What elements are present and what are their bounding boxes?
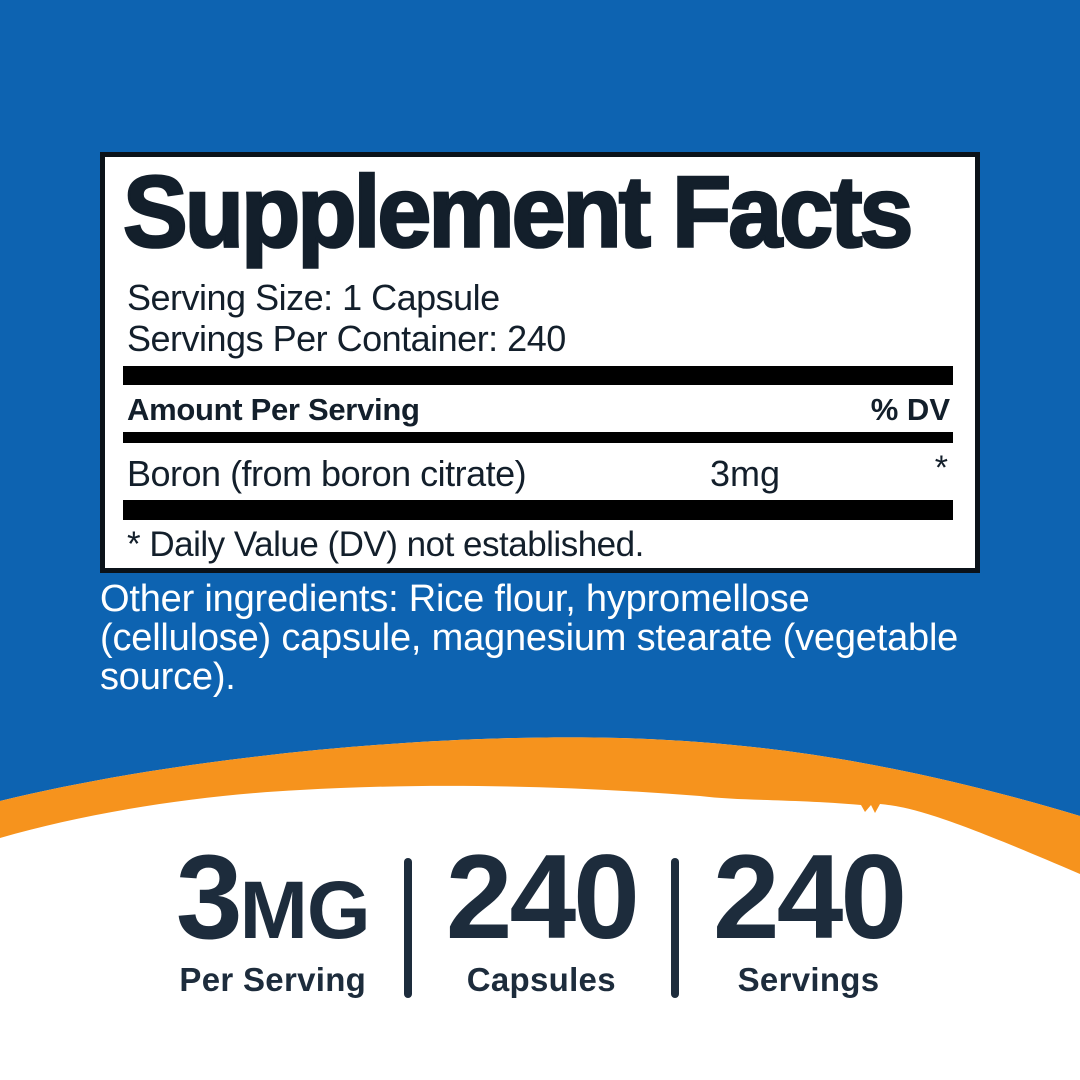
- stat-servings: 240 Servings: [713, 837, 907, 999]
- stat-per-serving-value: 3MG: [176, 837, 371, 957]
- serving-info: Serving Size: 1 Capsule Servings Per Con…: [127, 277, 566, 359]
- stat-capsules-number: 240: [445, 830, 640, 964]
- percent-dv-header: % DV: [870, 392, 950, 427]
- stat-capsules-label: Capsules: [466, 961, 616, 998]
- separator-bar-thick-bottom: [123, 500, 953, 520]
- supplement-facts-panel: Supplement Facts Serving Size: 1 Capsule…: [100, 152, 980, 573]
- stat-per-serving-unit: MG: [239, 865, 371, 956]
- stat-divider: [670, 858, 679, 998]
- product-stats-row: 3MG Per Serving 240 Capsules 240 Serving…: [0, 837, 1080, 999]
- ingredient-row-dv: *: [934, 449, 948, 487]
- serving-size-line: Serving Size: 1 Capsule: [127, 277, 500, 318]
- amount-per-serving-header: Amount Per Serving: [127, 392, 420, 427]
- separator-bar-thick-top: [123, 366, 953, 385]
- separator-bar-medium: [123, 432, 953, 443]
- stat-capsules: 240 Capsules: [446, 837, 640, 999]
- ingredient-row-name: Boron (from boron citrate): [127, 453, 527, 494]
- ingredient-row-amount: 3mg: [710, 453, 781, 494]
- other-ingredients-text: Other ingredients: Rice flour, hypromell…: [100, 578, 959, 698]
- stat-capsules-value: 240: [446, 837, 640, 957]
- stat-per-serving-label: Per Serving: [179, 961, 367, 998]
- stat-servings-number: 240: [712, 830, 907, 964]
- stat-per-serving: 3MG Per Serving: [176, 837, 371, 999]
- stat-servings-value: 240: [713, 837, 907, 957]
- stat-servings-label: Servings: [737, 961, 880, 998]
- orange-wave: [0, 737, 1080, 874]
- servings-per-container-line: Servings Per Container: 240: [127, 318, 566, 359]
- stat-divider: [403, 858, 412, 998]
- daily-value-footnote: * Daily Value (DV) not established.: [127, 525, 644, 564]
- stat-per-serving-number: 3: [175, 830, 243, 964]
- supplement-facts-title: Supplement Facts: [122, 154, 915, 269]
